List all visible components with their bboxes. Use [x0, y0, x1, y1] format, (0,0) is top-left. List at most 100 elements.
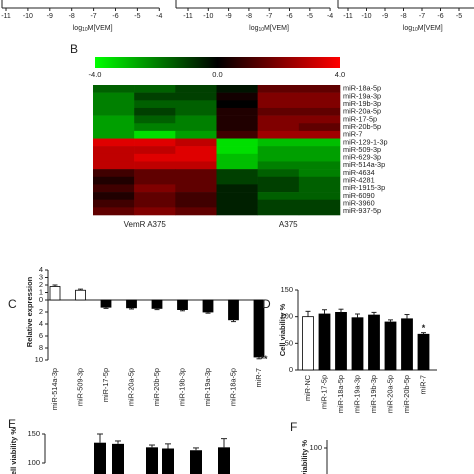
x-tick-label: miR-18a-5p: [228, 368, 237, 406]
y-tick-label: 6: [39, 331, 43, 340]
heatmap-cell: [216, 115, 258, 124]
x-tick-label: miR-19b-3p: [177, 368, 186, 406]
bar: [302, 316, 314, 371]
heatmap-cell: [298, 176, 341, 185]
label-sub: 10: [82, 27, 88, 33]
label-sub: 10: [412, 27, 418, 33]
x-tick-label: miR-20a-5p: [126, 368, 135, 406]
x-tick-label: -10: [203, 13, 213, 20]
x-tick-label: miR-509-3p: [75, 368, 84, 406]
heatmap-cell: [175, 169, 217, 178]
y-tick-label: 150: [280, 285, 293, 294]
colorbar-tick-label: 4.0: [335, 70, 345, 79]
heatmap-cell: [134, 207, 176, 216]
annotation: **: [260, 354, 268, 364]
group-label: VemR A375: [124, 220, 167, 229]
heatmap-cell: [257, 169, 300, 178]
y-tick-label: 3: [39, 272, 43, 281]
x-tick-label: miR-17-5p: [319, 375, 328, 409]
bar: [151, 299, 163, 309]
heatmap-cell: [298, 153, 341, 162]
heatmap-cell: [257, 100, 300, 109]
heatmap-cell: [93, 92, 135, 101]
heatmap-cell: [216, 184, 258, 193]
heatmap-cell: [257, 146, 300, 155]
label-rest: M[VEM]: [418, 25, 443, 32]
row-label: miR-4281: [343, 176, 375, 185]
x-tick-label: -6: [286, 13, 292, 20]
x-tick-label: miR-20a-5p: [385, 375, 394, 413]
y-axis-label: Cell viability %: [300, 440, 309, 474]
heatmap-cell: [257, 123, 300, 132]
heatmap-cell: [298, 85, 341, 93]
x-tick-label: -8: [246, 13, 252, 20]
bar: [146, 447, 158, 474]
y-axis-label: Relative expression: [25, 276, 34, 347]
y-tick-label: 10: [35, 355, 43, 364]
row-label: miR-129-1-3p: [343, 137, 388, 146]
bar: [417, 333, 430, 371]
heatmap-cell: [298, 146, 341, 155]
heatmap-cell: [298, 169, 341, 178]
x-axis-label: log10M[VEM]: [73, 25, 113, 33]
colorbar-tick-label: 0.0: [212, 70, 222, 79]
row-label: miR-1915-3p: [343, 183, 385, 192]
heatmap-cell: [298, 107, 341, 116]
heatmap-cell: [298, 207, 341, 216]
row-label: miR-6090: [343, 191, 375, 200]
bar: [112, 443, 124, 474]
panel-label: F: [290, 420, 297, 434]
y-tick-label: 2: [39, 307, 43, 316]
bar: [218, 447, 230, 474]
x-tick-label: -6: [112, 13, 118, 20]
x-tick-label: miR-19a-3p: [352, 375, 361, 413]
heatmap-cell: [298, 100, 341, 109]
heatmap-cell: [257, 92, 300, 101]
x-tick-label: miR-19a-3p: [203, 368, 212, 406]
heatmap-cell: [216, 107, 258, 116]
heatmap-cell: [134, 169, 176, 178]
row-label: miR-18a-5p: [343, 84, 381, 93]
heatmap-cell: [216, 92, 258, 101]
x-tick-label: -4: [327, 13, 333, 20]
heatmap-cell: [93, 130, 135, 139]
row-label: miR-19b-3p: [343, 99, 381, 108]
y-tick-label: 100: [309, 443, 322, 452]
x-tick-label: -5: [456, 13, 462, 20]
x-tick-label: -8: [69, 13, 75, 20]
heatmap-cell: [93, 100, 135, 109]
bar: [335, 311, 347, 371]
heatmap-cell: [298, 130, 341, 139]
heatmap-cell: [175, 123, 217, 132]
y-tick-label: 50: [285, 338, 293, 347]
heatmap-cell: [93, 192, 135, 201]
heatmap-cell: [93, 85, 135, 93]
heatmap-cell: [216, 207, 258, 216]
y-tick-label: 8: [39, 343, 43, 352]
row-label: miR-937-5p: [343, 206, 381, 215]
heatmap-cell: [257, 130, 300, 139]
y-tick-label: 1: [39, 287, 43, 296]
heatmap-cell: [175, 130, 217, 139]
heatmap-cell: [134, 85, 176, 93]
y-tick-label: 4: [39, 265, 43, 274]
row-label: miR-20a-5p: [343, 107, 381, 116]
bar: [351, 317, 364, 371]
heatmap-cell: [175, 199, 217, 208]
heatmap-cell: [134, 107, 176, 116]
panel-label: B: [70, 42, 78, 56]
x-tick-label: -11: [1, 13, 11, 20]
heatmap-cell: [134, 92, 176, 101]
heatmap-cell: [175, 92, 217, 101]
heatmap-cell: [93, 146, 135, 155]
heatmap-cell: [134, 138, 176, 147]
heatmap-cell: [175, 115, 217, 124]
bar: [162, 448, 174, 474]
panel-label: E: [8, 417, 16, 431]
colorbar-tick-label: -4.0: [89, 70, 102, 79]
label-base: log: [73, 25, 82, 32]
y-tick-label: 0: [289, 365, 293, 374]
heatmap-cell: [134, 130, 176, 139]
heatmap-cell: [93, 207, 135, 216]
